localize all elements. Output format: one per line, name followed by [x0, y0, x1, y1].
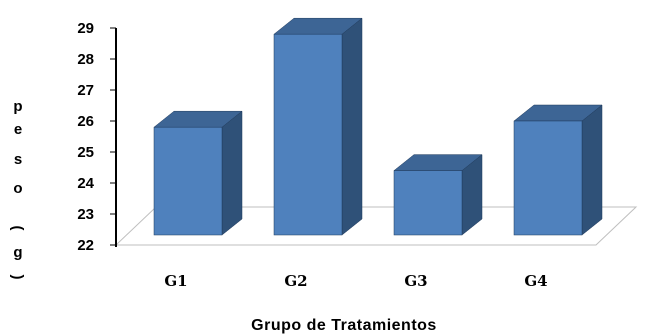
y-tick-label: 26	[77, 113, 94, 130]
x-axis-categories: G1 G2 G3 G4	[164, 272, 547, 290]
bar-front	[273, 33, 343, 236]
bar-g1	[153, 110, 243, 236]
y-tick-label: 22	[77, 237, 94, 254]
bar-g2	[273, 17, 363, 236]
bar-front	[393, 170, 463, 236]
bar-g4	[513, 104, 603, 236]
bar-side	[341, 17, 363, 236]
y-label-char: )	[9, 275, 26, 280]
bar-g3	[393, 154, 483, 236]
bar-side	[581, 104, 603, 236]
y-label-char: p	[13, 98, 22, 115]
y-tick-label: 29	[77, 20, 94, 37]
bar-side	[221, 110, 243, 236]
y-label-char: e	[14, 121, 22, 138]
y-label-char: o	[13, 180, 22, 197]
x-category-label: G3	[404, 272, 427, 290]
y-label-char: (	[9, 226, 26, 231]
bar-front	[513, 120, 583, 236]
y-tick-label: 23	[77, 206, 94, 223]
y-axis-ticks: 22 23 24 25 26 27 28 29	[77, 20, 116, 254]
y-tick-label: 28	[77, 51, 94, 68]
y-tick-label: 27	[77, 82, 94, 99]
y-tick-label: 25	[77, 144, 94, 161]
floor-plane	[114, 206, 638, 246]
y-tick-label: 24	[77, 175, 94, 192]
x-category-label: G2	[284, 272, 307, 290]
y-label-char: g	[13, 244, 22, 261]
x-category-label: G4	[524, 272, 547, 290]
x-category-label: G1	[164, 272, 187, 290]
chart-floor	[114, 206, 638, 246]
y-label-char: s	[14, 151, 22, 168]
bar-front	[153, 126, 223, 236]
x-axis-label: Grupo de Tratamientos	[251, 317, 437, 334]
bars	[153, 17, 603, 236]
